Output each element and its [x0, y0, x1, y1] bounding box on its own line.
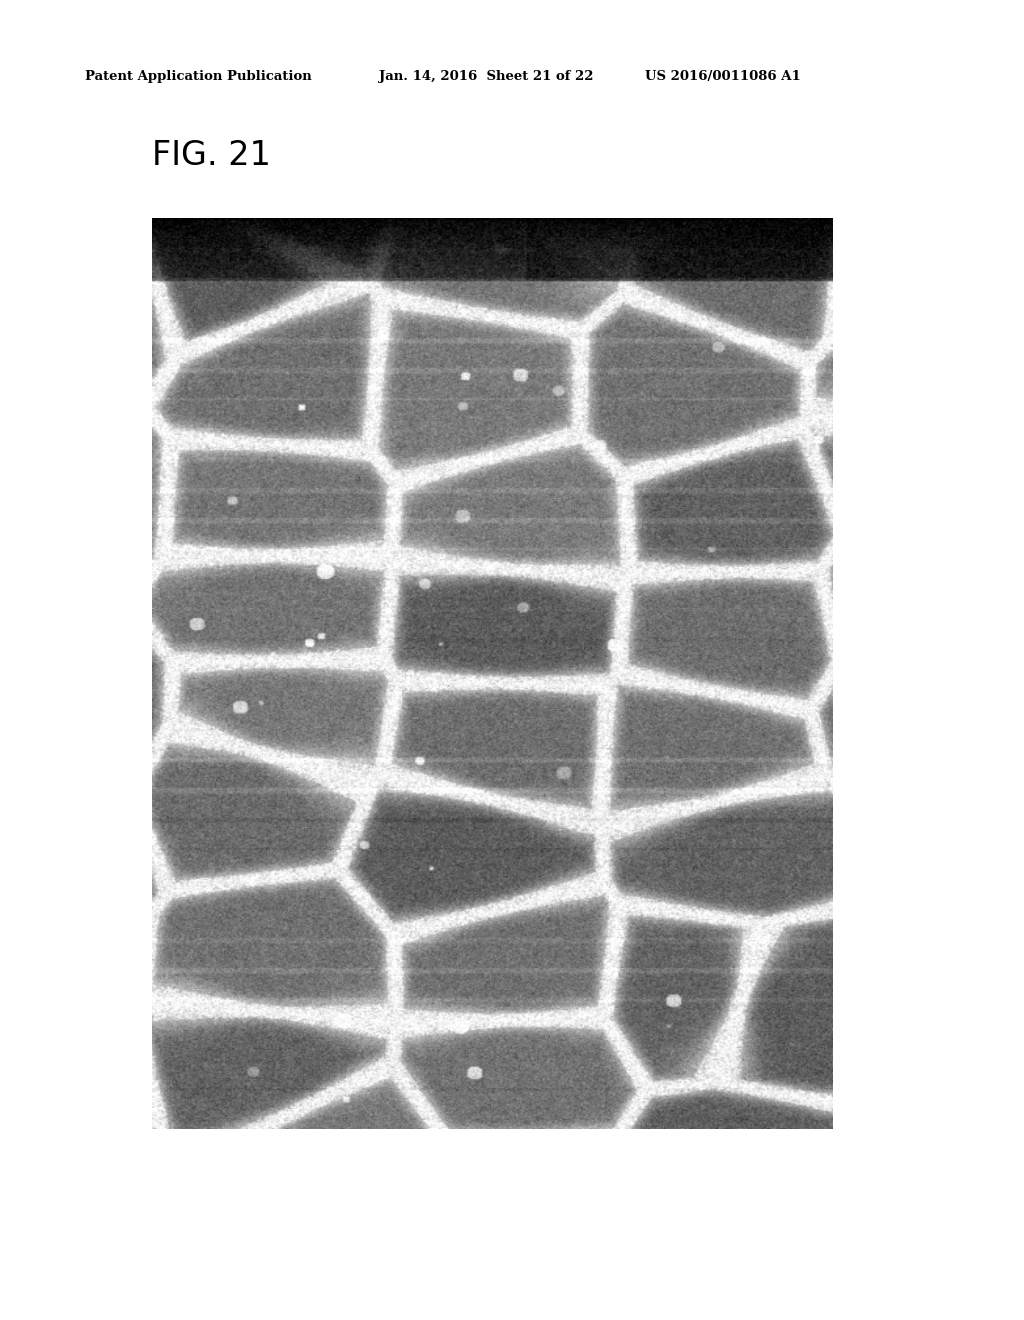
Text: Patent Application Publication: Patent Application Publication	[85, 70, 311, 83]
Text: US 2016/0011086 A1: US 2016/0011086 A1	[645, 70, 801, 83]
Text: Jan. 14, 2016  Sheet 21 of 22: Jan. 14, 2016 Sheet 21 of 22	[379, 70, 593, 83]
Text: FIG. 21: FIG. 21	[152, 139, 270, 172]
